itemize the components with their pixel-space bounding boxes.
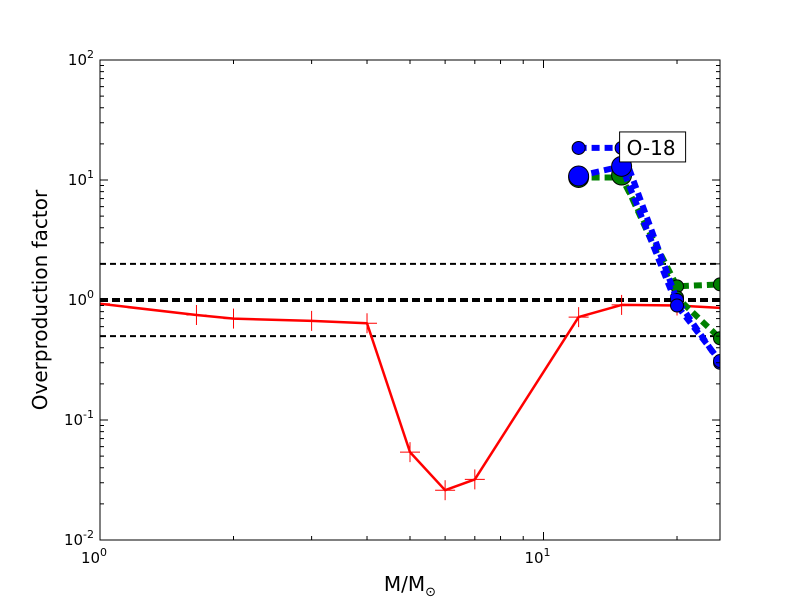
series-1-point-3 (713, 277, 720, 292)
x-tick-label-0: 100 (81, 546, 107, 567)
series-0-point-6 (435, 480, 456, 501)
x-axis-label: M/M⊙ (384, 572, 436, 600)
series-0-point-8 (568, 307, 589, 328)
y-tick-label-1: 10-1 (64, 408, 94, 429)
y-tick-label-4: 102 (68, 48, 94, 69)
series-3-point-0 (571, 140, 586, 155)
series-layer (100, 140, 720, 501)
series-0-line (100, 302, 720, 492)
y-axis-label: Overproduction factor (28, 189, 52, 410)
series-0-point-4 (357, 313, 378, 334)
series-3-line (578, 144, 720, 365)
x-axis-label-main: M/M (384, 572, 425, 596)
series-4 (568, 155, 720, 369)
annotation-box: O-18 (619, 131, 687, 163)
annotation-text: O-18 (627, 136, 676, 160)
x-axis-label-subscript: ⊙ (425, 585, 436, 600)
series-2-point-2 (713, 331, 720, 346)
y-tick-label-3: 101 (68, 168, 94, 189)
series-0-point-1 (186, 304, 207, 325)
series-0-point-0 (100, 293, 110, 314)
series-4-point-2 (670, 298, 685, 313)
series-0-point-9 (611, 294, 632, 315)
series-4-line (577, 163, 720, 363)
reference-lines (100, 262, 720, 338)
y-tick-label-0: 10-2 (64, 528, 94, 549)
series-0 (100, 293, 720, 501)
series-0-point-11 (710, 297, 720, 318)
series-1 (568, 166, 720, 294)
y-tick-label-2: 100 (68, 288, 94, 309)
series-4-point-3 (713, 354, 720, 369)
series-0-point-7 (464, 469, 485, 490)
annotation-layer: O-18 (619, 131, 687, 163)
axis-ticks: 100 101 10-2 10-1 100 101 102 (64, 48, 720, 567)
series-0-point-3 (301, 310, 322, 331)
series-0-point-2 (223, 308, 244, 329)
x-tick-label-1: 101 (524, 546, 550, 567)
series-0-point-5 (400, 442, 420, 463)
series-4-point-0 (568, 165, 590, 187)
